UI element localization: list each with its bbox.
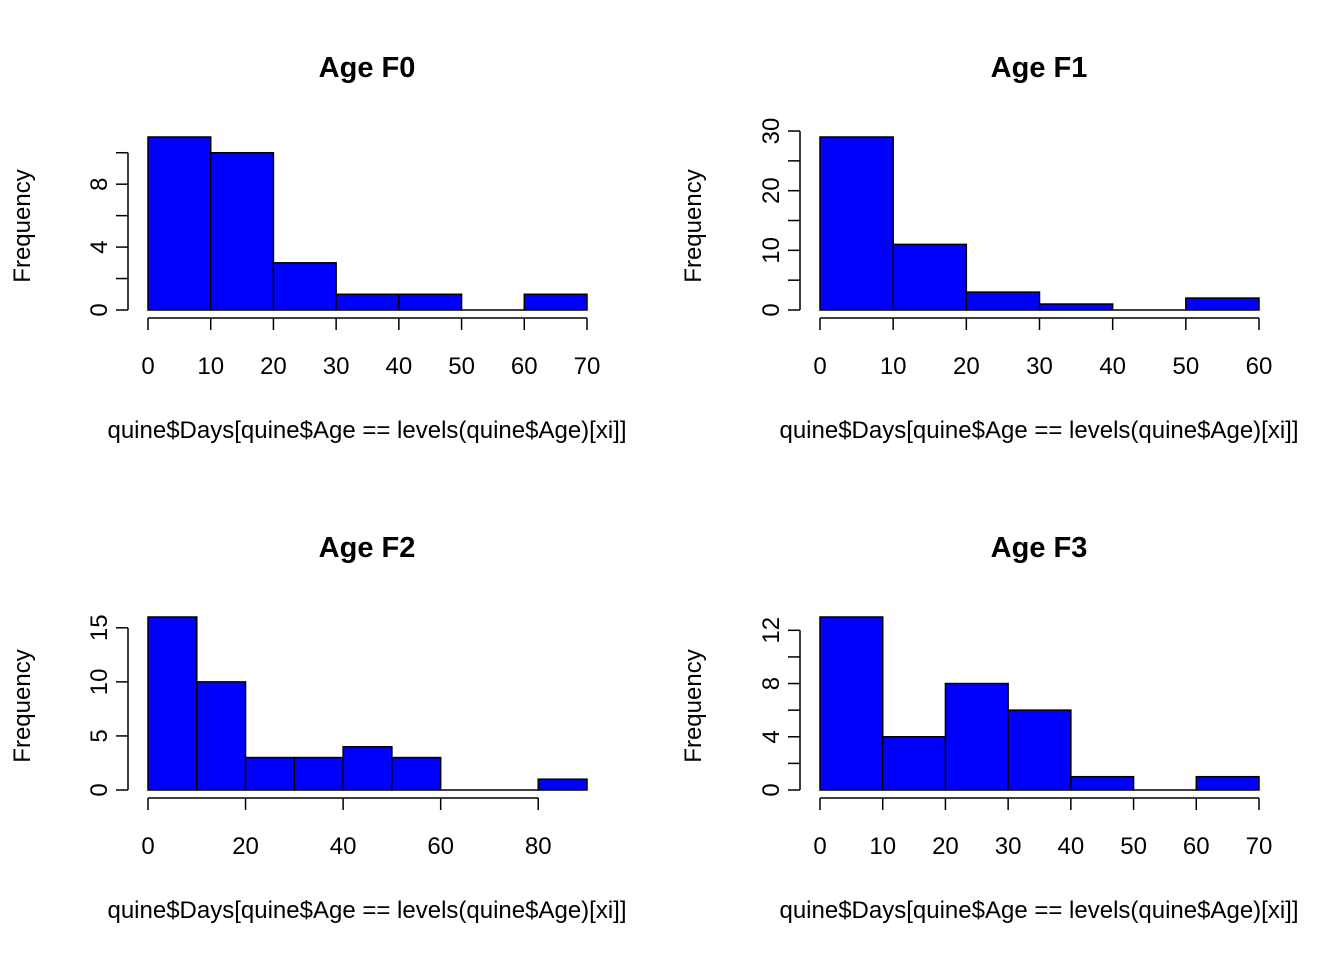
x-tick-label: 0 <box>141 353 154 380</box>
x-tick-label: 40 <box>1058 833 1085 860</box>
histogram-bar <box>398 293 463 311</box>
y-tick-label: 0 <box>758 783 785 796</box>
histogram-bar <box>965 291 1041 311</box>
histogram-bar <box>147 616 198 791</box>
histogram-bar <box>147 136 212 311</box>
x-tick-label: 0 <box>813 833 826 860</box>
histogram-bar <box>293 756 344 791</box>
x-tick-label: 40 <box>386 353 413 380</box>
histogram-bar <box>209 151 275 311</box>
x-tick-label: 50 <box>1172 353 1199 380</box>
x-tick-label: 20 <box>260 353 287 380</box>
x-axis-label: quine$Days[quine$Age == levels(quine$Age… <box>779 417 1298 444</box>
bars <box>819 616 1260 791</box>
x-tick-label: 30 <box>995 833 1022 860</box>
y-tick-label: 30 <box>758 118 785 145</box>
histogram-bar <box>944 682 1009 791</box>
x-tick-label: 50 <box>448 353 475 380</box>
y-tick-label: 0 <box>86 303 113 316</box>
x-tick-label: 50 <box>1120 833 1147 860</box>
x-tick-label: 10 <box>880 353 907 380</box>
histogram-bar <box>244 756 296 791</box>
x-tick-label: 70 <box>574 353 601 380</box>
y-tick-label: 5 <box>86 729 113 742</box>
histogram-bar <box>537 778 588 791</box>
bars <box>147 136 588 311</box>
histogram-bar <box>1185 297 1260 311</box>
x-tick-label: 60 <box>511 353 538 380</box>
chart-title: Age F0 <box>319 52 416 84</box>
histogram-bar <box>342 746 393 791</box>
histogram-bar <box>1007 709 1072 791</box>
x-tick-label: 10 <box>197 353 224 380</box>
chart-title: Age F1 <box>991 52 1088 84</box>
x-tick-label: 40 <box>330 833 357 860</box>
y-tick-label: 20 <box>758 177 785 204</box>
panel-age-f0: Age F0 Frequency quine$Days[quine$Age ==… <box>9 52 627 444</box>
x-tick-label: 40 <box>1099 353 1126 380</box>
x-axis-label: quine$Days[quine$Age == levels(quine$Age… <box>779 897 1298 924</box>
y-tick-label: 8 <box>758 677 785 690</box>
x-axis: 0 20 40 60 80 <box>141 797 552 860</box>
x-axis: 0 10 20 30 40 50 60 70 <box>141 317 601 380</box>
y-axis: 0 4 8 <box>86 151 129 317</box>
y-tick-label: 0 <box>86 783 113 796</box>
y-axis-label: Frequency <box>9 649 36 762</box>
y-axis-label: Frequency <box>680 649 707 762</box>
x-axis: 0 10 20 30 40 50 60 <box>813 317 1273 380</box>
y-axis: 0 5 10 15 <box>86 614 129 797</box>
bars <box>819 136 1260 311</box>
y-tick-label: 4 <box>86 240 113 253</box>
x-tick-label: 60 <box>1183 833 1210 860</box>
x-tick-label: 60 <box>427 833 454 860</box>
y-tick-label: 4 <box>758 730 785 743</box>
y-axis: 0 4 8 12 <box>758 617 801 797</box>
x-tick-label: 60 <box>1246 353 1273 380</box>
histogram-bar <box>335 293 400 311</box>
y-axis-label: Frequency <box>9 169 36 282</box>
x-tick-label: 10 <box>869 833 896 860</box>
x-tick-label: 70 <box>1246 833 1273 860</box>
x-axis-label: quine$Days[quine$Age == levels(quine$Age… <box>107 897 626 924</box>
histogram-bar <box>196 681 247 791</box>
y-tick-label: 12 <box>758 617 785 644</box>
histogram-bar <box>881 736 947 791</box>
y-tick-label: 15 <box>86 614 113 641</box>
histogram-bar <box>523 293 588 311</box>
histogram-bar <box>391 756 442 791</box>
y-tick-label: 8 <box>86 178 113 191</box>
histogram-bar <box>819 616 884 791</box>
x-tick-label: 0 <box>813 353 826 380</box>
histogram-bar <box>892 243 968 311</box>
x-tick-label: 30 <box>323 353 350 380</box>
histogram-bar <box>1038 303 1114 311</box>
histogram-bar <box>819 136 894 311</box>
chart-title: Age F2 <box>319 532 416 564</box>
bars <box>147 616 588 791</box>
y-tick-label: 10 <box>758 237 785 264</box>
y-tick-label: 0 <box>758 303 785 316</box>
x-axis-label: quine$Days[quine$Age == levels(quine$Age… <box>107 417 626 444</box>
x-tick-label: 20 <box>932 833 959 860</box>
histogram-bar <box>272 262 337 311</box>
panel-age-f3: Age F3 Frequency quine$Days[quine$Age ==… <box>680 532 1299 924</box>
x-tick-label: 20 <box>232 833 259 860</box>
x-tick-label: 20 <box>953 353 980 380</box>
y-tick-label: 10 <box>86 669 113 696</box>
x-tick-label: 80 <box>525 833 552 860</box>
y-axis: 0 10 20 30 <box>758 118 801 317</box>
histogram-bar <box>1195 775 1260 791</box>
panel-age-f2: Age F2 Frequency quine$Days[quine$Age ==… <box>9 532 627 924</box>
x-axis: 0 10 20 30 40 50 60 70 <box>813 797 1273 860</box>
histogram-bar <box>1070 775 1135 791</box>
y-axis-label: Frequency <box>680 169 707 282</box>
x-tick-label: 0 <box>141 833 154 860</box>
x-tick-label: 30 <box>1026 353 1053 380</box>
chart-title: Age F3 <box>991 532 1088 564</box>
panel-age-f1: Age F1 Frequency quine$Days[quine$Age ==… <box>680 52 1299 444</box>
